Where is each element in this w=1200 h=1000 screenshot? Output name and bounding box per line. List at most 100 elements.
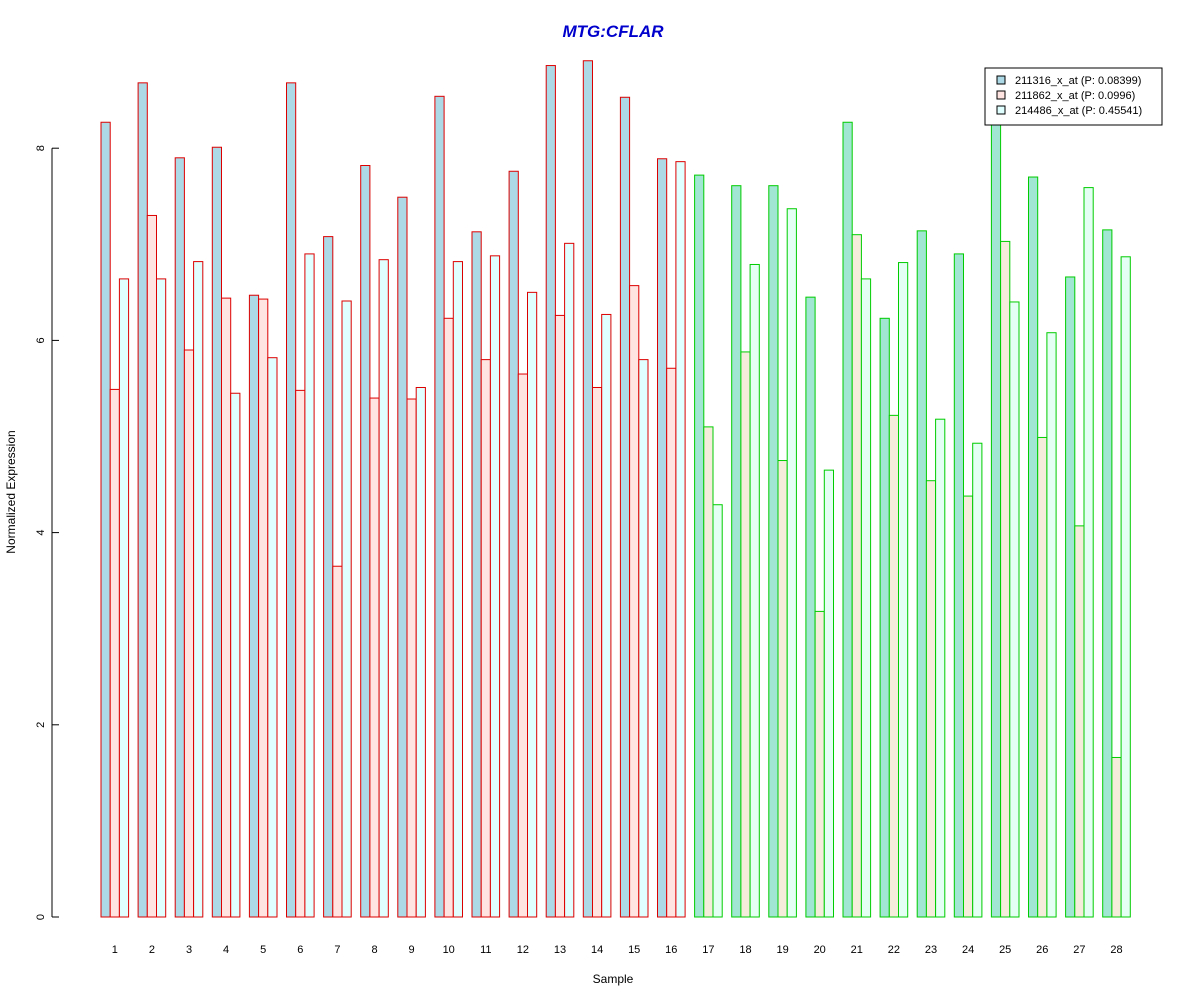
y-axis-label: Normalized Expression: [4, 430, 18, 553]
x-tick-label: 25: [999, 944, 1011, 956]
bar: [777, 460, 788, 918]
x-tick-label: 10: [443, 944, 455, 956]
x-tick-label: 28: [1110, 944, 1122, 956]
x-tick-labels: 1 2 3 4 5 6 7 8 9 10 11 12 13 14 15 16 17 18 19 20 21 22 23 24 2…: [112, 944, 1123, 956]
x-axis-label: Sample: [593, 972, 634, 986]
bar: [935, 418, 946, 918]
chart-title: MTG:CFLAR: [562, 22, 664, 41]
x-tick-label: 3: [186, 944, 192, 956]
bar: [694, 174, 705, 918]
bar: [601, 313, 612, 918]
bar: [109, 388, 120, 918]
legend-box: [984, 67, 1163, 126]
bar: [888, 414, 899, 918]
bar: [100, 121, 111, 918]
bar: [508, 170, 519, 918]
y-axis: 0 2 4 6 8: [35, 145, 59, 920]
bar: [1074, 525, 1085, 918]
bar: [527, 291, 538, 918]
bar: [452, 261, 463, 918]
bar: [629, 285, 640, 918]
bar: [554, 314, 566, 918]
bar: [248, 294, 260, 918]
bar: [805, 296, 816, 918]
bar: [703, 426, 714, 918]
x-tick-label: 2: [149, 944, 155, 956]
bar: [156, 278, 167, 918]
x-tick-label: 16: [665, 944, 677, 956]
bar: [823, 469, 834, 918]
bar: [341, 300, 352, 918]
bar: [1028, 176, 1039, 918]
x-tick-label: 23: [925, 944, 937, 956]
x-tick-label: 8: [371, 944, 377, 956]
bar: [258, 298, 269, 918]
bar: [925, 480, 937, 918]
x-tick-label: 27: [1073, 944, 1085, 956]
bar: [1083, 187, 1094, 918]
bar: [582, 60, 593, 918]
x-tick-label: 26: [1036, 944, 1048, 956]
bar: [471, 231, 482, 918]
x-tick-label: 14: [591, 944, 603, 956]
legend: 211316_x_at (P: 0.08399) 211862_x_at (P: …: [984, 67, 1163, 126]
x-tick-label: 21: [851, 944, 863, 956]
y-tick-label: 2: [35, 722, 47, 728]
bar: [1120, 256, 1131, 918]
bar: [712, 504, 723, 918]
bar: [675, 161, 686, 918]
bar: [221, 297, 232, 918]
bar: [193, 261, 204, 918]
bar: [1037, 436, 1048, 918]
y-tick-label: 0: [35, 914, 47, 920]
bar: [564, 242, 575, 918]
bar: [304, 253, 315, 918]
bar: [517, 373, 528, 918]
bar: [953, 253, 964, 918]
bar: [406, 398, 417, 918]
bar: [879, 317, 890, 918]
legend-entry: 211316_x_at (P: 0.08399): [1015, 75, 1141, 87]
y-tick-label: 4: [35, 530, 47, 536]
x-tick-label: 4: [223, 944, 229, 956]
bar: [731, 185, 742, 918]
bar: [146, 214, 158, 918]
bar: [749, 263, 760, 918]
bar: [657, 158, 668, 918]
legend-swatch: [996, 75, 1006, 85]
bar: [898, 262, 909, 918]
x-tick-label: 20: [814, 944, 826, 956]
bar: [1000, 240, 1011, 918]
x-tick-label: 13: [554, 944, 566, 956]
bar: [118, 278, 130, 918]
x-tick-label: 11: [480, 944, 491, 956]
bar: [230, 392, 241, 918]
bar: [1046, 332, 1057, 918]
bar: [545, 65, 556, 918]
bar: [397, 196, 408, 918]
bar: [286, 82, 297, 918]
bar: [1102, 229, 1113, 918]
bar: [768, 185, 779, 918]
bar: [434, 95, 445, 918]
bar: [916, 230, 927, 918]
bar: [860, 278, 872, 918]
bar: [1009, 301, 1020, 918]
bar: [323, 236, 334, 918]
bar: [666, 367, 677, 918]
legend-entry: 211862_x_at (P: 0.0996): [1015, 90, 1135, 102]
bar: [972, 442, 983, 918]
x-tick-label: 5: [260, 944, 266, 956]
bar: [360, 165, 371, 918]
x-tick-label: 1: [112, 944, 118, 956]
x-tick-label: 12: [517, 944, 529, 956]
bar: [267, 357, 278, 918]
bar: [489, 255, 501, 918]
legend-entry: 214486_x_at (P: 0.45541): [1015, 105, 1142, 117]
bar: [740, 351, 751, 918]
bar: [443, 317, 454, 918]
x-tick-label: 19: [776, 944, 788, 956]
x-tick-label: 9: [409, 944, 415, 956]
